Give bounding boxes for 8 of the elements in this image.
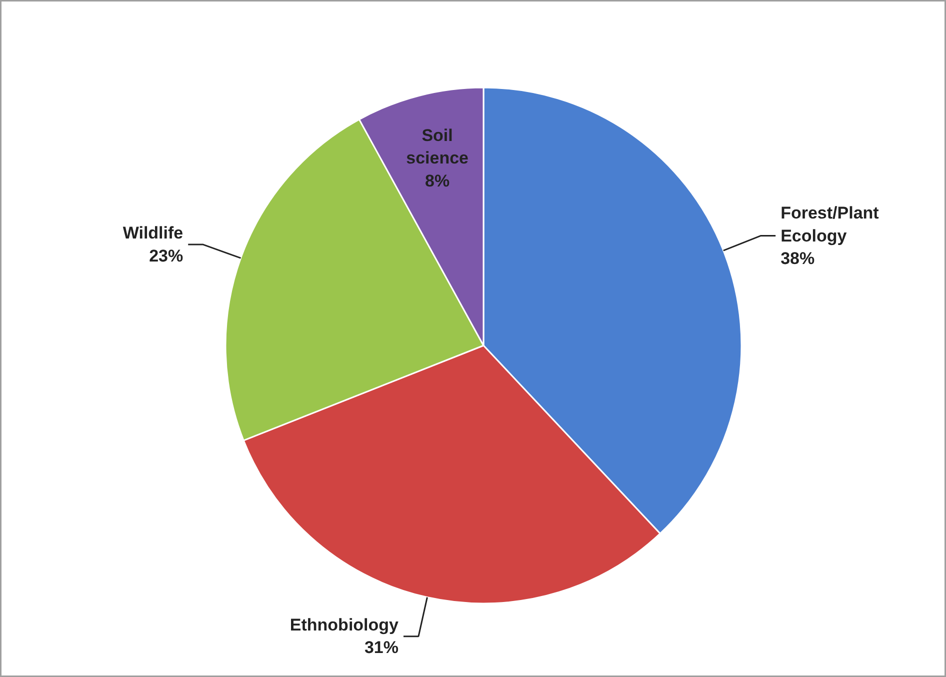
- data-label: 8%: [425, 171, 450, 190]
- data-label: 23%: [149, 246, 184, 266]
- slice-label: Ethnobiology: [290, 615, 400, 634]
- slice-label: Soil science: [406, 126, 469, 168]
- slice-label: Forest/Plant Ecology: [780, 204, 880, 246]
- slice-label: Wildlife: [122, 224, 184, 243]
- data-label: 38%: [780, 249, 815, 268]
- data-label: 31%: [364, 638, 398, 658]
